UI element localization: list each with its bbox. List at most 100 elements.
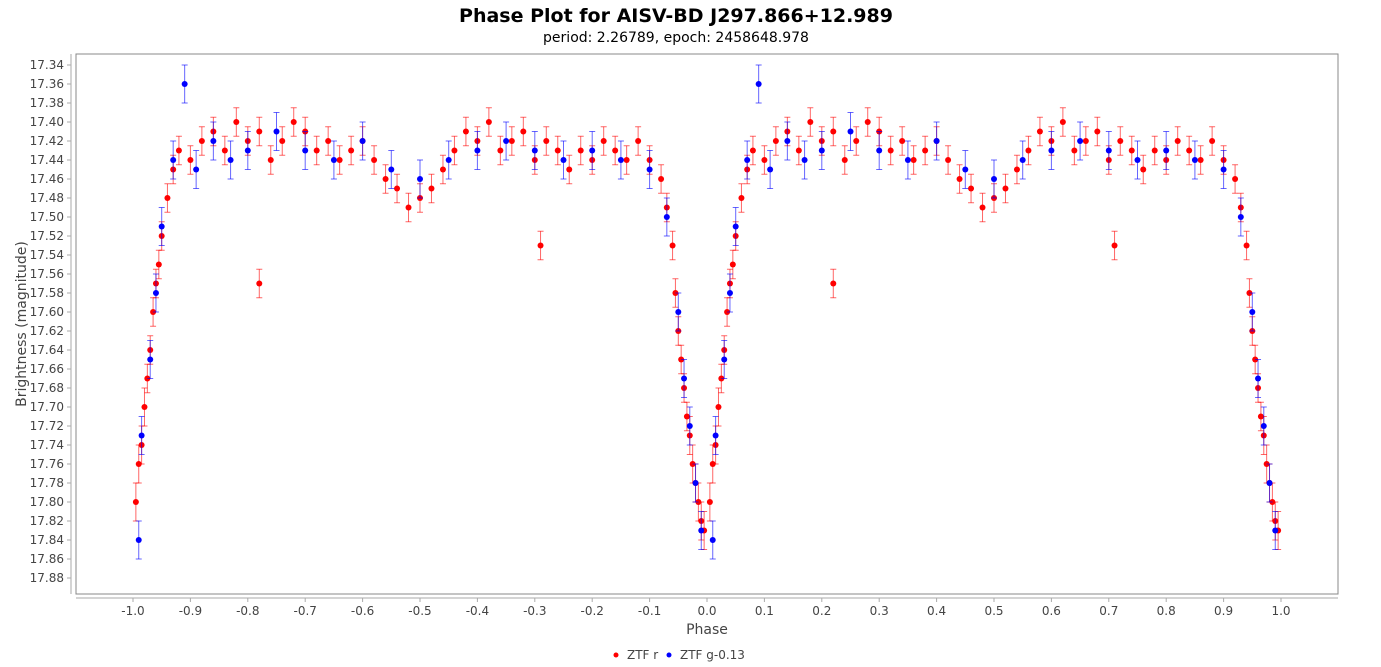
point-marker bbox=[706, 499, 713, 505]
point-marker bbox=[830, 280, 837, 287]
point-marker bbox=[1036, 128, 1043, 135]
data-point bbox=[732, 207, 739, 246]
legend-label-r: ZTF r bbox=[627, 648, 658, 662]
y-tick-label: 17.34 bbox=[30, 58, 64, 72]
point-marker bbox=[729, 261, 736, 268]
point-marker bbox=[537, 242, 544, 249]
point-marker bbox=[1134, 157, 1141, 163]
point-marker bbox=[1163, 147, 1170, 154]
x-tick-label: 0.4 bbox=[927, 604, 946, 618]
point-marker bbox=[899, 138, 906, 144]
point-marker bbox=[1272, 527, 1279, 534]
chart-title: Phase Plot for AISV-BD J297.866+12.989 bbox=[459, 5, 893, 27]
data-point bbox=[991, 159, 997, 199]
point-marker bbox=[560, 157, 567, 163]
data-point bbox=[1059, 107, 1066, 137]
x-tick-label: 0.8 bbox=[1157, 604, 1176, 618]
x-tick-label: 1.0 bbox=[1271, 604, 1290, 618]
data-point bbox=[566, 154, 573, 185]
point-marker bbox=[279, 138, 286, 144]
point-marker bbox=[715, 404, 722, 410]
point-marker bbox=[692, 480, 699, 486]
point-marker bbox=[698, 527, 705, 534]
data-point bbox=[428, 173, 435, 204]
data-point bbox=[158, 207, 165, 246]
y-tick-label: 17.54 bbox=[30, 248, 64, 262]
data-point bbox=[445, 140, 452, 180]
data-point bbox=[658, 164, 665, 194]
data-point bbox=[273, 112, 280, 151]
point-marker bbox=[554, 147, 561, 154]
data-point bbox=[1013, 154, 1020, 185]
point-marker bbox=[439, 166, 446, 173]
data-point bbox=[715, 387, 722, 427]
data-point bbox=[979, 192, 986, 223]
point-marker bbox=[767, 166, 774, 173]
point-marker bbox=[210, 138, 217, 144]
data-point bbox=[1105, 131, 1112, 170]
point-marker bbox=[623, 157, 630, 163]
data-point bbox=[537, 230, 544, 261]
point-marker bbox=[755, 81, 762, 87]
data-point bbox=[1071, 135, 1078, 166]
point-marker bbox=[520, 128, 527, 135]
point-marker bbox=[175, 147, 182, 154]
data-point bbox=[767, 150, 774, 189]
x-tick-label: 0.2 bbox=[812, 604, 831, 618]
data-point bbox=[175, 135, 182, 166]
point-marker bbox=[132, 499, 139, 505]
data-point bbox=[141, 387, 148, 427]
y-tick-label: 17.50 bbox=[30, 210, 64, 224]
data-point bbox=[1260, 406, 1267, 446]
point-marker bbox=[1220, 166, 1227, 173]
data-point bbox=[1237, 197, 1244, 237]
data-point bbox=[1025, 135, 1032, 166]
data-point bbox=[853, 126, 860, 156]
point-marker bbox=[382, 176, 389, 182]
data-point bbox=[1243, 230, 1250, 261]
point-marker bbox=[164, 195, 171, 201]
y-tick-label: 17.44 bbox=[30, 153, 64, 167]
data-point bbox=[554, 135, 561, 166]
data-point bbox=[302, 131, 309, 170]
point-marker bbox=[1094, 128, 1101, 135]
point-marker bbox=[290, 119, 297, 125]
data-point bbox=[290, 107, 297, 137]
data-point bbox=[600, 126, 607, 156]
y-tick-label: 17.70 bbox=[30, 400, 64, 414]
point-marker bbox=[749, 147, 756, 154]
x-axis-label: Phase bbox=[686, 622, 728, 638]
data-point bbox=[784, 121, 791, 161]
data-point bbox=[589, 131, 596, 170]
y-tick-label: 17.48 bbox=[30, 191, 64, 205]
point-marker bbox=[617, 157, 624, 163]
point-marker bbox=[451, 147, 458, 154]
point-marker bbox=[1117, 138, 1124, 144]
data-point bbox=[1077, 121, 1084, 161]
data-point bbox=[1111, 230, 1118, 261]
y-tick-label: 17.82 bbox=[30, 514, 64, 528]
data-point bbox=[709, 520, 716, 560]
series-ztf-g bbox=[135, 64, 1279, 560]
data-point bbox=[712, 416, 719, 455]
data-point bbox=[1140, 154, 1147, 185]
point-marker bbox=[669, 242, 676, 249]
data-point bbox=[830, 116, 837, 147]
point-marker bbox=[233, 119, 240, 125]
data-point bbox=[807, 107, 814, 137]
point-marker bbox=[417, 176, 423, 182]
point-marker bbox=[612, 147, 619, 154]
y-tick-label: 17.46 bbox=[30, 172, 64, 186]
point-marker bbox=[744, 157, 751, 163]
point-marker bbox=[531, 147, 538, 154]
legend-marker-g bbox=[666, 652, 672, 658]
point-marker bbox=[147, 356, 154, 363]
y-tick-label: 17.40 bbox=[30, 115, 64, 129]
data-point bbox=[388, 150, 395, 189]
data-point bbox=[956, 164, 963, 194]
point-marker bbox=[503, 138, 510, 144]
x-tick-label: 0.9 bbox=[1214, 604, 1233, 618]
point-marker bbox=[359, 138, 366, 144]
data-point bbox=[462, 116, 469, 147]
point-marker bbox=[945, 157, 952, 163]
